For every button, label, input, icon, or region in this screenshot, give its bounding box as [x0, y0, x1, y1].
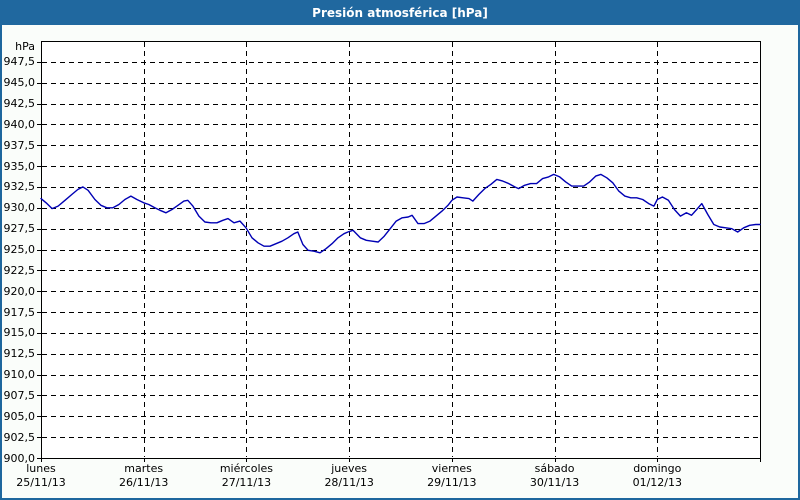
day-date: 30/11/13: [529, 476, 580, 489]
x-axis-day-label: jueves 28/11/13: [304, 462, 394, 490]
title-bar: Presión atmosférica [hPa]: [0, 0, 800, 25]
y-axis-tick-label: 947,5: [3, 55, 36, 69]
day-date: 25/11/13: [16, 476, 66, 489]
day-name: miércoles: [219, 462, 273, 475]
y-axis-tick-label: 920,0: [3, 284, 36, 298]
day-name: viernes: [431, 462, 472, 475]
y-axis-tick-label: 907,5: [3, 388, 36, 402]
x-axis-day-label: martes 26/11/13: [99, 462, 189, 490]
day-date: 29/11/13: [427, 476, 477, 489]
y-axis-tick-label: 945,0: [3, 76, 36, 90]
x-axis-day-label: miércoles 27/11/13: [201, 462, 291, 490]
day-date: 01/12/13: [632, 476, 682, 489]
y-axis-tick-label: 927,5: [3, 222, 36, 236]
day-name: sábado: [534, 462, 575, 475]
day-name: lunes: [26, 462, 56, 475]
x-axis-day-label: viernes 29/11/13: [407, 462, 497, 490]
chart-title: Presión atmosférica [hPa]: [312, 5, 488, 20]
x-axis-day-label: domingo 01/12/13: [612, 462, 702, 490]
y-axis-tick-label: 925,0: [3, 243, 36, 256]
y-axis-tick-label: 900,0: [3, 451, 36, 465]
y-axis-tick-label: 942,5: [3, 97, 36, 111]
y-axis-tick-label: 935,0: [3, 159, 36, 173]
y-axis-tick-label: 932,5: [3, 180, 36, 194]
y-axis-tick-label: 902,5: [3, 430, 36, 444]
y-axis-unit-label: hPa: [15, 40, 35, 53]
y-axis-tick-label: 917,5: [3, 305, 36, 319]
day-name: martes: [124, 462, 164, 475]
x-axis-day-label: lunes 25/11/13: [0, 462, 86, 490]
day-name: domingo: [633, 462, 682, 475]
day-name: jueves: [331, 462, 368, 475]
day-date: 27/11/13: [221, 476, 272, 489]
y-axis-tick-label: 930,0: [3, 201, 36, 215]
y-axis-tick-label: 937,5: [3, 138, 36, 152]
y-axis-tick-label: 940,0: [3, 117, 36, 131]
y-axis-tick-label: 912,5: [3, 347, 36, 361]
plot-box: [41, 41, 761, 459]
y-axis-tick-label: 915,0: [3, 326, 36, 340]
y-axis-tick-label: 905,0: [3, 409, 36, 423]
x-axis-day-label: sábado 30/11/13: [510, 462, 600, 490]
y-axis-tick-label: 922,5: [3, 263, 36, 277]
pressure-line: [40, 173, 761, 254]
day-date: 28/11/13: [324, 476, 374, 489]
day-date: 26/11/13: [119, 476, 169, 489]
y-axis-tick-label: 910,0: [3, 368, 36, 382]
